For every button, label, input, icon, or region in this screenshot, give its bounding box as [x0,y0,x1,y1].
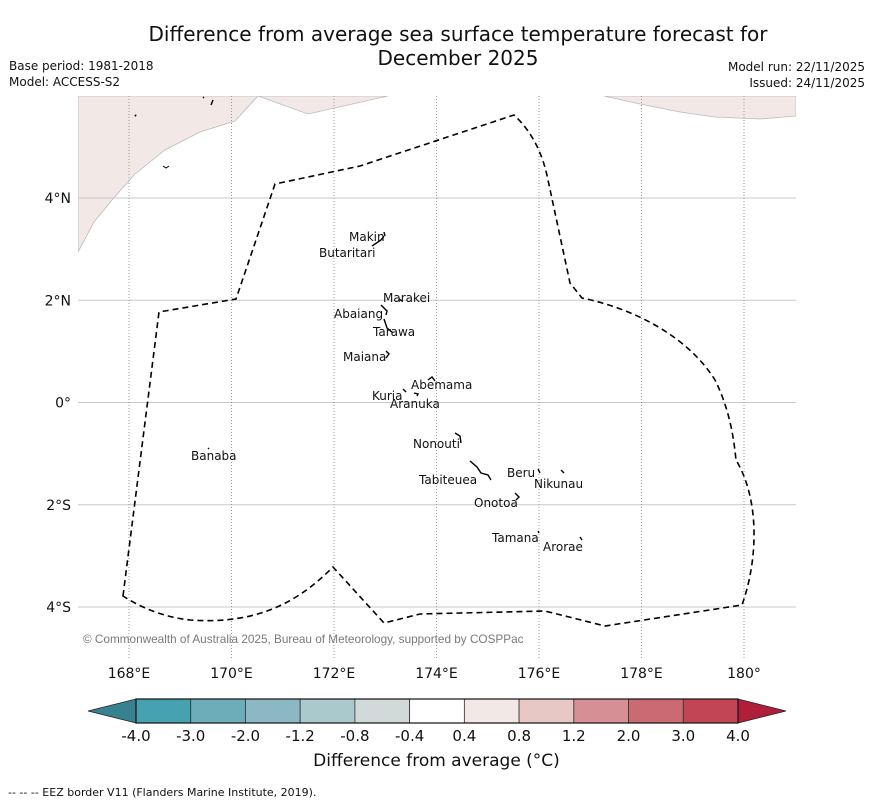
island-outline-nonouti [454,432,462,444]
island-outline-kuria [402,388,407,393]
island-outline-beru [537,468,541,474]
meta-left: Base period: 1981-2018 Model: ACCESS-S2 [9,58,154,90]
colorbar-label: Difference from average (°C) [313,751,560,771]
lat-tick-label: 4°N [45,191,71,207]
lon-tick-label: 168°E [108,666,151,682]
north-east-warm-patch [603,96,796,120]
lon-tick-label: 176°E [518,666,561,682]
north-west-warm-patch [78,96,259,253]
colorbar-tick-label: 3.0 [671,727,695,745]
island-label-beru: Beru [507,466,535,480]
model-name: Model: ACCESS-S2 [9,75,121,89]
lon-tick-label: 180° [727,666,761,682]
colorbar-bin [354,698,411,724]
island-label-banaba: Banaba [191,449,237,463]
title-line-2: December 2025 [377,46,539,70]
lon-tick-label: 174°E [415,666,458,682]
title-line-1: Difference from average sea surface temp… [148,22,768,46]
lat-tick-label: 2°N [45,293,71,309]
island-outline-makin [383,231,386,237]
colorbar-tick-label: 0.4 [452,727,476,745]
colorbar-bin [463,698,520,724]
island-label-tabiteuea: Tabiteuea [418,473,477,487]
lat-tick-label: 0° [55,396,71,412]
island-outline-arorae [579,536,583,541]
island-outline-abemama [427,376,436,382]
colorbar-tick-label: -3.0 [176,727,205,745]
colorbar-over-arrow [737,698,787,724]
colorbar-tick-label: 2.0 [617,727,641,745]
island-label-aranuka: Aranuka [390,397,440,411]
colorbar-bin [190,698,246,724]
island-label-marakei: Marakei [383,291,430,305]
copyright-text: © Commonwealth of Australia 2025, Bureau… [83,632,524,646]
island-label-abemama: Abemama [411,378,472,392]
island-outline-maiana [385,350,390,359]
island-label-butaritari: Butaritari [319,246,376,260]
colorbar-bin [135,698,192,724]
lat-tick-label: 4°S [46,600,71,616]
colorbar-tick-label: 0.8 [507,727,531,745]
lon-tick-label: 170°E [210,666,253,682]
island-label-kuria: Kuria [372,389,403,403]
colorbar-bin [245,698,301,724]
colorbar: -4.0 -3.0 -2.0 -1.2 -0.8 -0.4 0.4 0.8 1.2 2.0 3.0 4… [87,698,787,745]
island-outline-tamana [537,530,540,534]
colorbar-tick-label: -4.0 [121,727,150,745]
colorbar-tick-label: 1.2 [562,727,586,745]
islet-marker [210,99,214,106]
island-outline-abaiang [380,304,388,316]
model-run: Model run: 22/11/2025 [727,60,865,74]
island-outline-nikunau [560,469,565,474]
colorbar-tick-label: -1.2 [286,727,315,745]
island-outline-banaba [207,447,210,450]
island-label-abaiang: Abaiang [334,307,383,321]
colorbar-tick-label: -0.8 [340,727,369,745]
island-outline-tarawa [383,318,394,334]
colorbar-frame [135,698,739,724]
island-outline-butaritari [371,235,385,247]
colorbar-bin [409,698,465,724]
chart-title: Difference from average sea surface temp… [100,22,816,70]
colorbar-tick-label: -2.0 [231,727,260,745]
island-outline-onotoa [514,492,520,501]
island-label-tarawa: Tarawa [372,325,415,339]
colorbar-tick-label: -0.4 [395,727,424,745]
island-outline-tabiteuea [469,460,492,481]
colorbar-bin [573,698,629,724]
island-label-makin: Makin [349,230,385,244]
eez-footnote: -- -- -- EEZ border V11 (Flanders Marine… [8,786,317,799]
islet-marker [202,96,205,99]
island-outline-aranuka [413,392,420,397]
base-period: Base period: 1981-2018 [9,59,154,73]
island-label-maiana: Maiana [343,350,386,364]
island-label-tamana: Tamana [491,531,539,545]
island-label-arorae: Arorae [543,540,583,554]
colorbar-tick-label: 4.0 [726,727,750,745]
colorbar-under-arrow [87,698,137,724]
island-outline-marakei [398,298,403,302]
island-label-nonouti: Nonouti [413,437,460,451]
lat-tick-label: 2°S [46,498,71,514]
colorbar-bin [682,698,739,724]
island-label-onotoa: Onotoa [474,496,518,510]
lon-tick-label: 178°E [620,666,663,682]
colorbar-bin [299,698,356,724]
colorbar-bin [628,698,684,724]
island-label-nikunau: Nikunau [534,477,583,491]
islet-marker [134,114,137,117]
issued-date: Issued: 24/11/2025 [749,76,865,90]
islet-marker [162,165,170,169]
lon-tick-label: 172°E [313,666,356,682]
meta-right: Model run: 22/11/2025 Issued: 24/11/2025 [728,59,865,91]
colorbar-bin [518,698,575,724]
north-west-warm-patch-top [78,96,389,115]
